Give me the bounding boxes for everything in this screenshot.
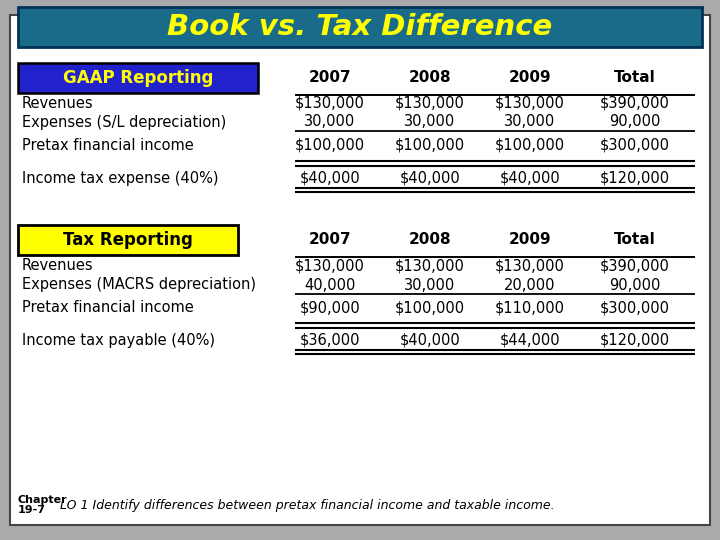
Text: 90,000: 90,000 <box>609 278 661 293</box>
Text: $130,000: $130,000 <box>295 259 365 273</box>
Text: LO 1 Identify differences between pretax financial income and taxable income.: LO 1 Identify differences between pretax… <box>60 500 554 512</box>
Text: Chapter: Chapter <box>18 495 68 505</box>
Text: $40,000: $40,000 <box>400 333 460 348</box>
Text: Revenues: Revenues <box>22 259 94 273</box>
Text: Pretax financial income: Pretax financial income <box>22 300 194 315</box>
Text: $100,000: $100,000 <box>495 138 565 152</box>
Text: 90,000: 90,000 <box>609 114 661 130</box>
Text: 2007: 2007 <box>309 233 351 247</box>
Text: $120,000: $120,000 <box>600 171 670 186</box>
Text: 2007: 2007 <box>309 71 351 85</box>
Text: $90,000: $90,000 <box>300 300 361 315</box>
FancyBboxPatch shape <box>18 7 702 47</box>
Text: Expenses (MACRS depreciation): Expenses (MACRS depreciation) <box>22 278 256 293</box>
Text: $40,000: $40,000 <box>400 171 460 186</box>
Text: 2008: 2008 <box>409 233 451 247</box>
Text: $120,000: $120,000 <box>600 333 670 348</box>
Text: $300,000: $300,000 <box>600 138 670 152</box>
Text: $130,000: $130,000 <box>495 259 565 273</box>
Text: $110,000: $110,000 <box>495 300 565 315</box>
Text: Tax Reporting: Tax Reporting <box>63 231 193 249</box>
Text: $130,000: $130,000 <box>395 96 465 111</box>
Text: $390,000: $390,000 <box>600 96 670 111</box>
Text: $100,000: $100,000 <box>295 138 365 152</box>
Text: GAAP Reporting: GAAP Reporting <box>63 69 213 87</box>
FancyBboxPatch shape <box>10 15 710 525</box>
Text: Income tax payable (40%): Income tax payable (40%) <box>22 333 215 348</box>
Text: $130,000: $130,000 <box>395 259 465 273</box>
Text: 30,000: 30,000 <box>505 114 556 130</box>
Text: 40,000: 40,000 <box>305 278 356 293</box>
Text: $130,000: $130,000 <box>295 96 365 111</box>
Text: 20,000: 20,000 <box>504 278 556 293</box>
Text: 2009: 2009 <box>509 71 552 85</box>
Text: $36,000: $36,000 <box>300 333 360 348</box>
Text: Total: Total <box>614 71 656 85</box>
Text: Pretax financial income: Pretax financial income <box>22 138 194 152</box>
Text: Expenses (S/L depreciation): Expenses (S/L depreciation) <box>22 114 226 130</box>
Text: Book vs. Tax Difference: Book vs. Tax Difference <box>167 13 553 41</box>
Text: $390,000: $390,000 <box>600 259 670 273</box>
Text: 2008: 2008 <box>409 71 451 85</box>
Text: Total: Total <box>614 233 656 247</box>
Text: Revenues: Revenues <box>22 96 94 111</box>
Text: 30,000: 30,000 <box>405 278 456 293</box>
Text: $44,000: $44,000 <box>500 333 560 348</box>
Text: $300,000: $300,000 <box>600 300 670 315</box>
Text: 30,000: 30,000 <box>305 114 356 130</box>
Text: $40,000: $40,000 <box>300 171 361 186</box>
FancyBboxPatch shape <box>18 63 258 93</box>
Text: $100,000: $100,000 <box>395 138 465 152</box>
Text: 2009: 2009 <box>509 233 552 247</box>
Text: 30,000: 30,000 <box>405 114 456 130</box>
Text: 19-7: 19-7 <box>18 505 46 515</box>
FancyBboxPatch shape <box>18 225 238 255</box>
Text: $40,000: $40,000 <box>500 171 560 186</box>
Text: $130,000: $130,000 <box>495 96 565 111</box>
Text: $100,000: $100,000 <box>395 300 465 315</box>
Text: Income tax expense (40%): Income tax expense (40%) <box>22 171 218 186</box>
